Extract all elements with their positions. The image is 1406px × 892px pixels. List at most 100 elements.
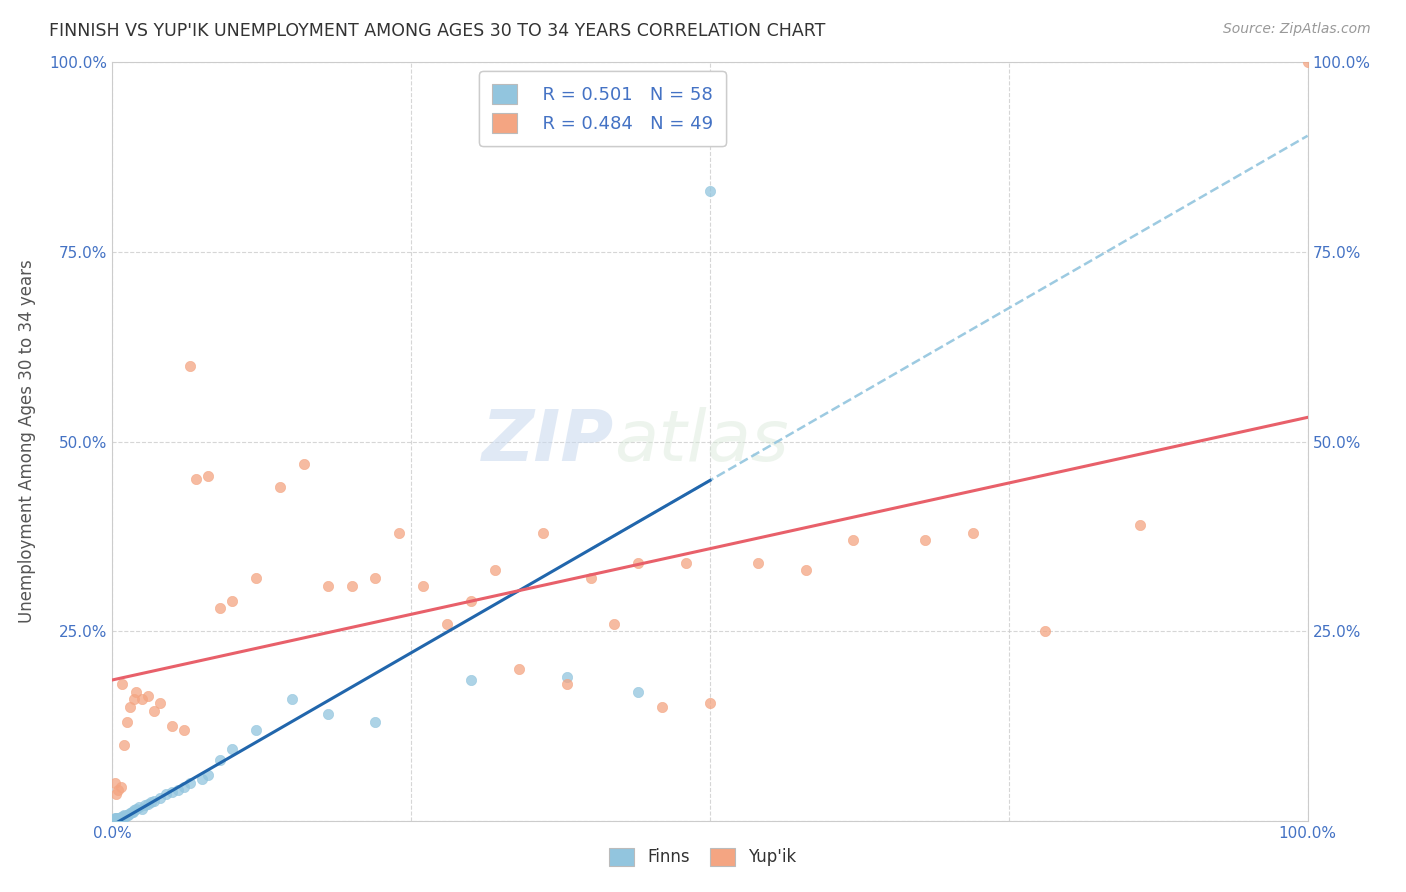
- Point: [110, 810, 132, 824]
- Point: [139, 796, 162, 810]
- Point: [103, 812, 125, 826]
- Point: [105, 813, 128, 827]
- Point: [149, 696, 172, 710]
- Point: [675, 556, 697, 570]
- Point: [651, 699, 673, 714]
- Point: [162, 719, 183, 733]
- Point: [436, 616, 458, 631]
- Point: [173, 723, 195, 737]
- Point: [269, 480, 291, 494]
- Point: [162, 785, 183, 799]
- Point: [747, 556, 769, 570]
- Point: [197, 468, 219, 483]
- Point: [209, 753, 232, 767]
- Point: [179, 359, 201, 373]
- Point: [110, 780, 132, 794]
- Point: [460, 594, 482, 608]
- Point: [699, 184, 721, 198]
- Point: [120, 806, 142, 821]
- Point: [131, 692, 153, 706]
- Point: [131, 802, 153, 816]
- Point: [794, 564, 817, 578]
- Point: [186, 473, 208, 487]
- Point: [112, 809, 135, 823]
- Point: [120, 699, 142, 714]
- Legend:   R = 0.501   N = 58,   R = 0.484   N = 49: R = 0.501 N = 58, R = 0.484 N = 49: [479, 71, 725, 145]
- Point: [603, 616, 626, 631]
- Point: [627, 685, 650, 699]
- Point: [221, 594, 243, 608]
- Point: [111, 677, 134, 691]
- Point: [118, 806, 141, 821]
- Text: atlas: atlas: [614, 407, 789, 476]
- Point: [121, 805, 143, 820]
- Point: [245, 571, 267, 585]
- Point: [112, 811, 135, 825]
- Point: [115, 715, 138, 730]
- Point: [105, 811, 128, 825]
- Point: [114, 810, 135, 824]
- Point: [388, 525, 411, 540]
- Point: [104, 814, 127, 828]
- Text: FINNISH VS YUP'IK UNEMPLOYMENT AMONG AGES 30 TO 34 YEARS CORRELATION CHART: FINNISH VS YUP'IK UNEMPLOYMENT AMONG AGE…: [49, 22, 825, 40]
- Point: [149, 791, 172, 805]
- Point: [110, 811, 132, 825]
- Point: [699, 696, 721, 710]
- Point: [364, 715, 387, 730]
- Point: [364, 571, 387, 585]
- Point: [627, 556, 650, 570]
- Point: [914, 533, 936, 548]
- Point: [143, 794, 166, 808]
- Point: [107, 811, 129, 825]
- Point: [105, 814, 128, 828]
- Legend: Finns, Yup'ik: Finns, Yup'ik: [600, 839, 806, 875]
- Point: [105, 787, 128, 801]
- Point: [179, 776, 201, 790]
- Point: [108, 811, 131, 825]
- Point: [191, 772, 214, 786]
- Point: [138, 797, 160, 811]
- Text: Source: ZipAtlas.com: Source: ZipAtlas.com: [1223, 22, 1371, 37]
- Point: [105, 812, 128, 826]
- Point: [105, 813, 128, 827]
- Point: [122, 803, 145, 817]
- Point: [173, 780, 195, 794]
- Point: [221, 741, 243, 756]
- Point: [104, 813, 127, 827]
- Point: [125, 801, 148, 815]
- Point: [104, 776, 127, 790]
- Point: [167, 783, 190, 797]
- Point: [245, 723, 267, 737]
- Point: [316, 707, 339, 722]
- Point: [114, 738, 135, 752]
- Point: [531, 525, 554, 540]
- Point: [107, 813, 129, 827]
- Point: [281, 692, 304, 706]
- Point: [155, 787, 177, 801]
- Point: [105, 811, 128, 825]
- Point: [555, 677, 578, 691]
- Point: [555, 669, 578, 683]
- Point: [962, 525, 984, 540]
- Text: ZIP: ZIP: [482, 407, 614, 476]
- Point: [1296, 55, 1319, 70]
- Point: [103, 814, 125, 828]
- Point: [104, 811, 127, 825]
- Point: [484, 564, 506, 578]
- Point: [111, 811, 134, 825]
- Point: [107, 783, 129, 797]
- Point: [1129, 517, 1152, 532]
- Point: [340, 579, 363, 593]
- Point: [114, 808, 135, 822]
- Point: [121, 805, 143, 819]
- Point: [412, 579, 434, 593]
- Point: [114, 809, 136, 823]
- Point: [111, 810, 134, 824]
- Point: [842, 533, 865, 548]
- Point: [105, 812, 128, 826]
- Point: [460, 673, 482, 688]
- Point: [579, 571, 602, 585]
- Point: [108, 812, 131, 826]
- Point: [115, 808, 138, 822]
- Point: [125, 685, 148, 699]
